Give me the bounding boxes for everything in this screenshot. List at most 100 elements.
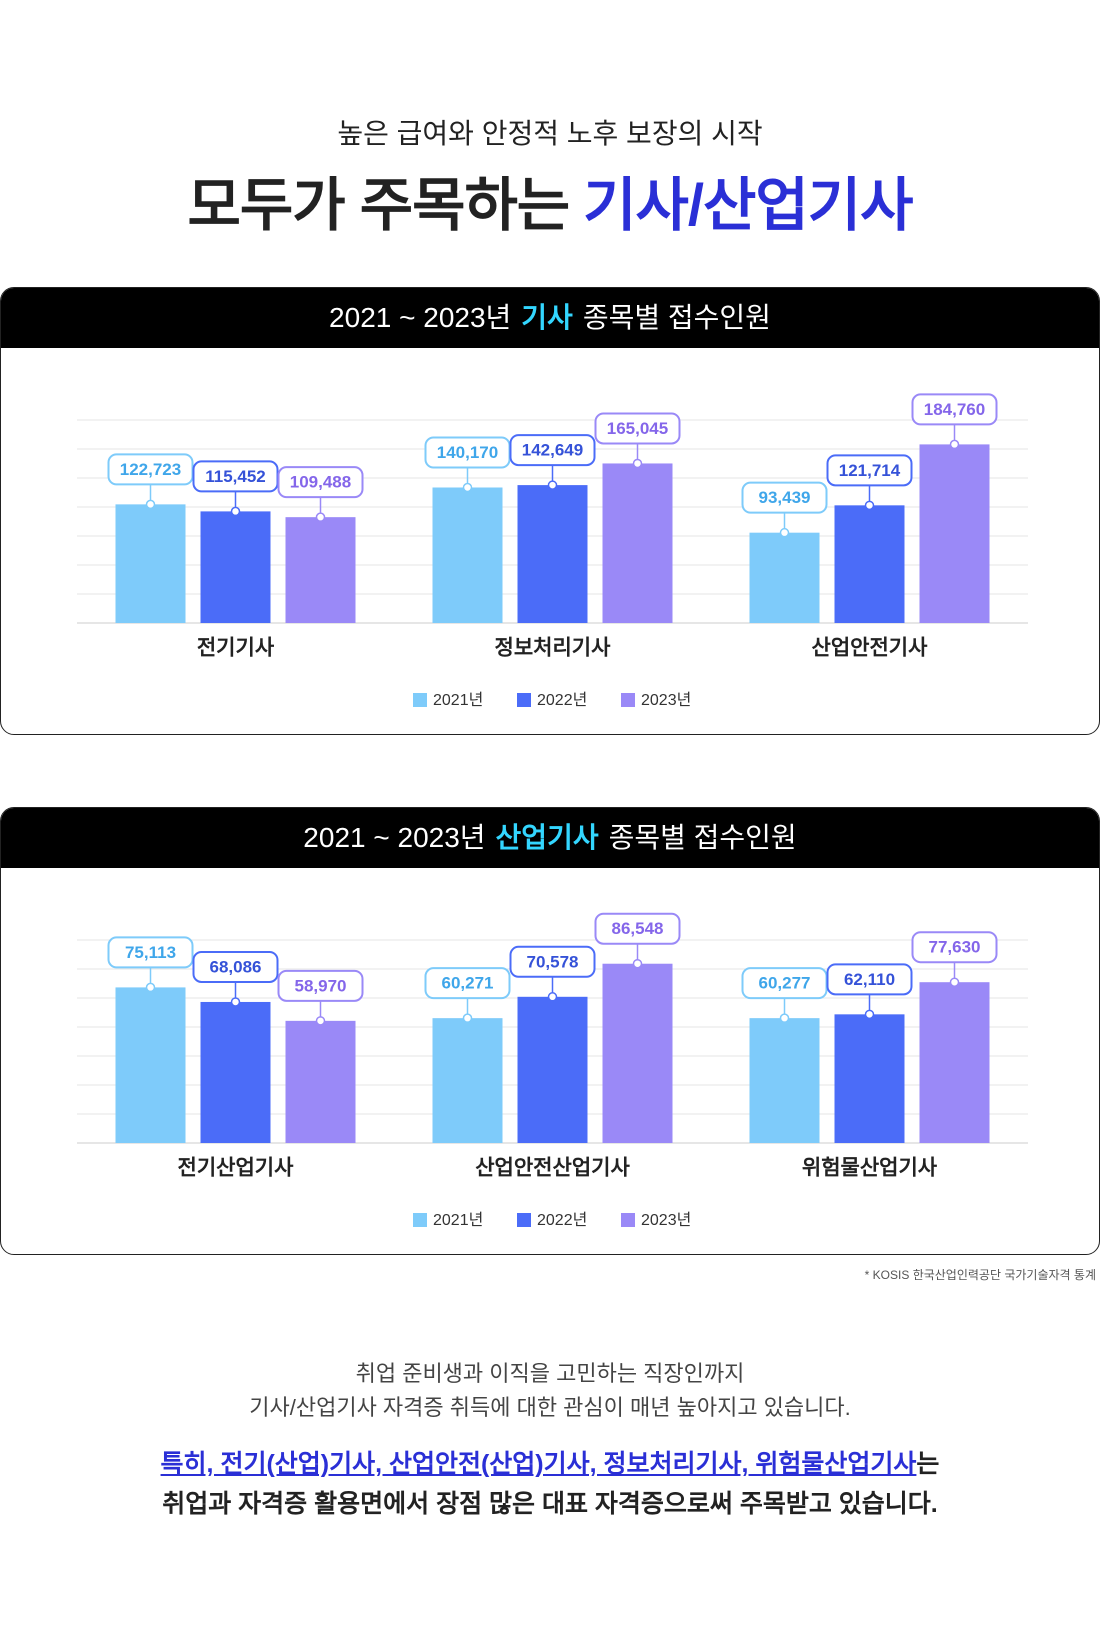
legend-swatch (517, 693, 531, 707)
label-box (594, 412, 681, 445)
highlight-suffix: 는 (916, 1450, 940, 1478)
bar (749, 1018, 820, 1143)
label-dot (145, 499, 156, 510)
label-box (424, 967, 511, 1000)
title-highlight: 기사 (521, 302, 573, 333)
label-dot (462, 482, 473, 493)
legend-label: 2022년 (537, 691, 587, 709)
value-label: 115,452 (205, 467, 266, 486)
value-label: 75,113 (125, 943, 176, 962)
label-dot (949, 439, 960, 450)
label-dot (315, 1016, 326, 1026)
chart-title: 2021 ~ 2023년 기사 종목별 접수인원 (1, 288, 1099, 348)
category-label: 전기산업기사 (178, 1157, 295, 1180)
title-part: 2021 ~ 2023년 (303, 822, 486, 853)
headline-highlight: 기사/산업기사 (583, 173, 913, 238)
legend-swatch (413, 1213, 427, 1227)
bar (285, 517, 356, 623)
bar (285, 1020, 356, 1143)
legend-swatch (517, 1213, 531, 1227)
label-box (826, 963, 913, 996)
value-label: 93,439 (759, 488, 811, 507)
value-label: 60,277 (759, 974, 811, 993)
title-part: 2021 ~ 2023년 (329, 302, 512, 333)
bar (749, 532, 820, 623)
bar (517, 996, 588, 1143)
headline-text: 모두가 주목하는 (187, 173, 571, 238)
label-dot (547, 480, 558, 490)
title-highlight: 산업기사 (495, 822, 599, 853)
label-box (107, 936, 194, 969)
label-dot (779, 527, 790, 538)
label-dot (779, 1013, 790, 1023)
label-box (509, 945, 596, 978)
value-label: 62,110 (844, 970, 895, 989)
category-label: 위험물산업기사 (802, 1157, 938, 1180)
category-label: 산업안전산업기사 (475, 1157, 630, 1180)
label-dot (547, 992, 558, 1002)
value-label: 142,649 (522, 441, 583, 460)
label-box (741, 481, 828, 514)
label-dot (230, 997, 241, 1007)
highlight-link: 특히, 전기(산업)기사, 산업안전(산업)기사, 정보처리기사, 위험물산업기… (160, 1450, 917, 1478)
value-label: 68,086 (210, 957, 262, 976)
bar (200, 1001, 271, 1143)
legend-label: 2023년 (641, 1211, 691, 1229)
bar (834, 1014, 905, 1143)
bar (919, 982, 990, 1143)
legend-label: 2022년 (537, 1211, 587, 1229)
bar (200, 511, 271, 623)
chart: 전기기사 122,723 115,452 109,488 정보처리기사 140,170 14… (77, 393, 1028, 709)
title-part: 종목별 접수인원 (582, 302, 771, 333)
value-label: 121,714 (839, 461, 901, 480)
bar (834, 505, 905, 623)
bar (919, 444, 990, 623)
chart-title: 2021 ~ 2023년 산업기사 종목별 접수인원 (1, 808, 1099, 868)
label-box (509, 434, 596, 467)
category-label: 정보처리기사 (495, 637, 612, 660)
legend-swatch (621, 693, 635, 707)
subtitle: 높은 급여와 안정적 노후 보장의 시작 (337, 118, 763, 149)
category-label: 전기기사 (197, 637, 275, 660)
label-dot (864, 500, 875, 511)
value-label: 86,548 (612, 919, 664, 938)
body-text: 기사/산업기사 자격증 취득에 대한 관심이 매년 높아지고 있습니다. (249, 1395, 851, 1420)
label-box (594, 912, 681, 945)
value-label: 109,488 (290, 473, 351, 492)
value-label: 122,723 (120, 460, 181, 479)
bar (602, 463, 673, 623)
label-dot (462, 1013, 473, 1023)
value-label: 140,170 (437, 443, 498, 462)
label-dot (632, 958, 643, 969)
legend-label: 2023년 (641, 691, 691, 709)
bar (602, 963, 673, 1143)
source-note: * KOSIS 한국산업인력공단 국가기술자격 통계 (864, 1268, 1096, 1282)
label-dot (632, 458, 643, 469)
label-box (911, 931, 998, 964)
value-label: 77,630 (929, 938, 981, 957)
chart-card: 2021 ~ 2023년 산업기사 종목별 접수인원 전기산업기사 75,113 68,… (0, 807, 1100, 1255)
label-dot (145, 982, 156, 993)
label-box (911, 393, 998, 426)
label-box (826, 454, 913, 487)
value-label: 70,578 (527, 952, 579, 971)
bar (432, 487, 503, 623)
bar (432, 1018, 503, 1143)
label-dot (315, 512, 326, 522)
category-label: 산업안전기사 (812, 637, 929, 660)
label-box (192, 950, 279, 983)
legend-label: 2021년 (433, 691, 483, 709)
legend-swatch (621, 1213, 635, 1227)
value-label: 60,271 (442, 974, 494, 993)
label-dot (949, 977, 960, 987)
value-label: 184,760 (924, 400, 985, 419)
label-box (277, 969, 364, 1002)
value-label: 58,970 (295, 976, 347, 995)
bar (517, 485, 588, 623)
bar (115, 987, 186, 1143)
title-part: 종목별 접수인원 (608, 822, 797, 853)
closing-text: 취업과 자격증 활용면에서 장점 많은 대표 자격증으로써 주목받고 있습니다. (162, 1490, 938, 1518)
legend-label: 2021년 (433, 1211, 483, 1229)
label-dot (230, 506, 241, 517)
